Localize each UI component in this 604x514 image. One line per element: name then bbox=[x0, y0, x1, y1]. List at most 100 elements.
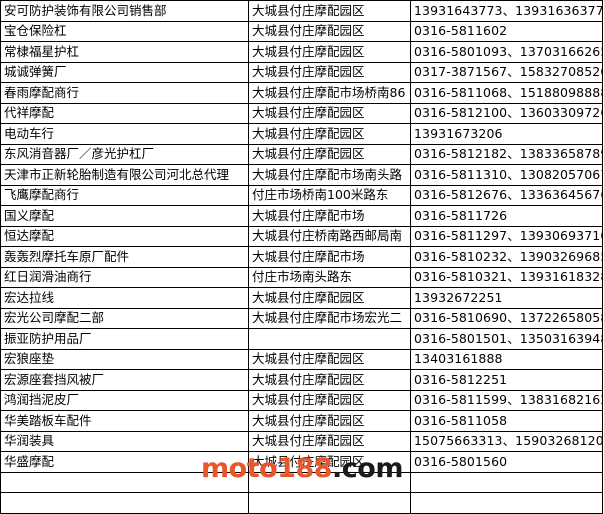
table-row: 鸿润挡泥皮厂 大城县付庄摩配园区 0316-5811599、13831682162 bbox=[0, 390, 603, 411]
cell-address: 大城县付庄摩配园区 bbox=[248, 41, 411, 63]
cell-phone: 0316-5812182、13833658789 bbox=[410, 144, 603, 165]
table-row bbox=[0, 492, 603, 514]
cell-phone: 0316-5801501、13503163948 bbox=[410, 328, 603, 350]
cell-company-name: 天津市正新轮胎制造有限公司河北总代理 bbox=[0, 164, 249, 186]
table-row: 宏达拉线 大城县付庄摩配园区 13932672251 bbox=[0, 287, 603, 309]
table-row: 代祥摩配 大城县付庄摩配园区 0316-5812100、13603309726 bbox=[0, 103, 603, 124]
cell-phone: 15075663313、15903268120 bbox=[410, 431, 603, 452]
cell-phone: 13931643773、13931636377 bbox=[410, 0, 603, 22]
cell-phone: 0317-3871567、15832708520 bbox=[410, 62, 603, 83]
table-row: 华盛摩配 大城县付庄摩配园区 0316-5801560 bbox=[0, 451, 603, 473]
cell-address: 大城县付庄摩配园区 bbox=[248, 0, 411, 22]
cell-address bbox=[248, 328, 411, 350]
cell-company-name: 宏源座套挡风被厂 bbox=[0, 369, 249, 391]
table-row: 红日润滑油商行 付庄市场南头路东 0316-5810321、13931618328 bbox=[0, 267, 603, 288]
cell-address: 大城县付庄摩配园区 bbox=[248, 144, 411, 165]
cell-address: 大城县付庄摩配市场 bbox=[248, 246, 411, 268]
cell-company-name: 城诚弹簧厂 bbox=[0, 62, 249, 83]
table-row: 常棣福星护杠 大城县付庄摩配园区 0316-5801093、13703166265 bbox=[0, 41, 603, 63]
table-row: 振亚防护用品厂 0316-5801501、13503163948 bbox=[0, 328, 603, 350]
cell-phone: 13931673206 bbox=[410, 123, 603, 145]
cell-address: 大城县付庄摩配市场桥南86 bbox=[248, 82, 411, 104]
cell-phone: 13403161888 bbox=[410, 349, 603, 370]
table-row: 宝仓保险杠 大城县付庄摩配园区 0316-5811602 bbox=[0, 21, 603, 42]
cell-address: 大城县付庄摩配园区 bbox=[248, 103, 411, 124]
cell-company-name: 宏光公司摩配二部 bbox=[0, 308, 249, 329]
cell-address: 付庄市场桥南100米路东 bbox=[248, 185, 411, 206]
cell-company-name: 常棣福星护杠 bbox=[0, 41, 249, 63]
cell-company-name: 华润装具 bbox=[0, 431, 249, 452]
cell-phone: 0316-5812251 bbox=[410, 369, 603, 391]
cell-company-name: 华美踏板车配件 bbox=[0, 410, 249, 432]
cell-address: 大城县付庄摩配园区 bbox=[248, 390, 411, 411]
table-row: 轰轰烈摩托车原厂配件 大城县付庄摩配市场 0316-5810232、13903269… bbox=[0, 246, 603, 268]
cell-company-name: 代祥摩配 bbox=[0, 103, 249, 124]
cell-phone: 0316-5801560 bbox=[410, 451, 603, 473]
cell-company-name: 鸿润挡泥皮厂 bbox=[0, 390, 249, 411]
cell-phone: 0316-5812100、13603309726 bbox=[410, 103, 603, 124]
table-row: 安可防护装饰有限公司销售部 大城县付庄摩配园区 13931643773、139316… bbox=[0, 0, 603, 22]
cell-phone: 0316-5811602 bbox=[410, 21, 603, 42]
cell-phone: 0316-5811297、13930693710 bbox=[410, 226, 603, 247]
table-row: 华美踏板车配件 大城县付庄摩配园区 0316-5811058 bbox=[0, 410, 603, 432]
cell-address: 大城县付庄摩配园区 bbox=[248, 123, 411, 145]
cell-phone: 0316-5801093、13703166265 bbox=[410, 41, 603, 63]
table-row: 天津市正新轮胎制造有限公司河北总代理 大城县付庄摩配市场南头路 0316-58113… bbox=[0, 164, 603, 186]
cell-company-name: 宝仓保险杠 bbox=[0, 21, 249, 42]
cell-company-name: 轰轰烈摩托车原厂配件 bbox=[0, 246, 249, 268]
cell-company-name: 华盛摩配 bbox=[0, 451, 249, 473]
cell-company-name bbox=[0, 492, 249, 514]
table-row: 宏光公司摩配二部 大城县付庄摩配市场宏光二 0316-5810690、1372265… bbox=[0, 308, 603, 329]
cell-address: 付庄市场南头路东 bbox=[248, 267, 411, 288]
cell-address bbox=[248, 492, 411, 514]
table-row bbox=[0, 472, 603, 493]
cell-company-name: 春雨摩配商行 bbox=[0, 82, 249, 104]
table-row: 电动车行 大城县付庄摩配园区 13931673206 bbox=[0, 123, 603, 145]
cell-address: 大城县付庄摩配园区 bbox=[248, 451, 411, 473]
table-row: 华润装具 大城县付庄摩配园区 15075663313、15903268120 bbox=[0, 431, 603, 452]
cell-address: 大城县付庄摩配园区 bbox=[248, 62, 411, 83]
cell-address: 大城县付庄摩配园区 bbox=[248, 287, 411, 309]
table-row: 东风消音器厂／彦光护杠厂 大城县付庄摩配园区 0316-5812182、138336… bbox=[0, 144, 603, 165]
cell-address: 大城县付庄摩配园区 bbox=[248, 349, 411, 370]
table-row: 飞鹰摩配商行 付庄市场桥南100米路东 0316-5812676、133636456… bbox=[0, 185, 603, 206]
table-row: 宏源座套挡风被厂 大城县付庄摩配园区 0316-5812251 bbox=[0, 369, 603, 391]
cell-company-name: 国义摩配 bbox=[0, 205, 249, 227]
cell-address: 大城县付庄摩配园区 bbox=[248, 369, 411, 391]
cell-phone: 0316-5811726 bbox=[410, 205, 603, 227]
table-row: 城诚弹簧厂 大城县付庄摩配园区 0317-3871567、15832708520 bbox=[0, 62, 603, 83]
cell-address: 大城县付庄摩配市场宏光二 bbox=[248, 308, 411, 329]
cell-phone: 0316-5810232、13903269685 bbox=[410, 246, 603, 268]
table-row: 国义摩配 大城县付庄摩配市场 0316-5811726 bbox=[0, 205, 603, 227]
cell-company-name: 飞鹰摩配商行 bbox=[0, 185, 249, 206]
cell-phone bbox=[410, 472, 603, 493]
cell-phone: 0316-5811068、15188098888 bbox=[410, 82, 603, 104]
cell-phone bbox=[410, 492, 603, 514]
cell-company-name: 宏达拉线 bbox=[0, 287, 249, 309]
cell-phone: 13932672251 bbox=[410, 287, 603, 309]
cell-address: 大城县付庄摩配园区 bbox=[248, 410, 411, 432]
cell-company-name: 宏狼座垫 bbox=[0, 349, 249, 370]
cell-phone: 0316-5811310、13082057067 bbox=[410, 164, 603, 186]
cell-address: 大城县付庄桥南路西邮局南 bbox=[248, 226, 411, 247]
cell-address: 大城县付庄摩配市场南头路 bbox=[248, 164, 411, 186]
cell-address: 大城县付庄摩配园区 bbox=[248, 431, 411, 452]
table-row: 恒达摩配 大城县付庄桥南路西邮局南 0316-5811297、13930693710 bbox=[0, 226, 603, 247]
cell-phone: 0316-5811058 bbox=[410, 410, 603, 432]
cell-company-name bbox=[0, 472, 249, 493]
cell-phone: 0316-5810690、13722658058 bbox=[410, 308, 603, 329]
cell-company-name: 东风消音器厂／彦光护杠厂 bbox=[0, 144, 249, 165]
table-row: 宏狼座垫 大城县付庄摩配园区 13403161888 bbox=[0, 349, 603, 370]
cell-company-name: 安可防护装饰有限公司销售部 bbox=[0, 0, 249, 22]
cell-phone: 0316-5812676、13363645676 bbox=[410, 185, 603, 206]
table-row: 春雨摩配商行 大城县付庄摩配市场桥南86 0316-5811068、15188098… bbox=[0, 82, 603, 104]
cell-company-name: 电动车行 bbox=[0, 123, 249, 145]
cell-company-name: 恒达摩配 bbox=[0, 226, 249, 247]
cell-company-name: 红日润滑油商行 bbox=[0, 267, 249, 288]
cell-phone: 0316-5810321、13931618328 bbox=[410, 267, 603, 288]
cell-address: 大城县付庄摩配园区 bbox=[248, 21, 411, 42]
cell-address: 大城县付庄摩配市场 bbox=[248, 205, 411, 227]
